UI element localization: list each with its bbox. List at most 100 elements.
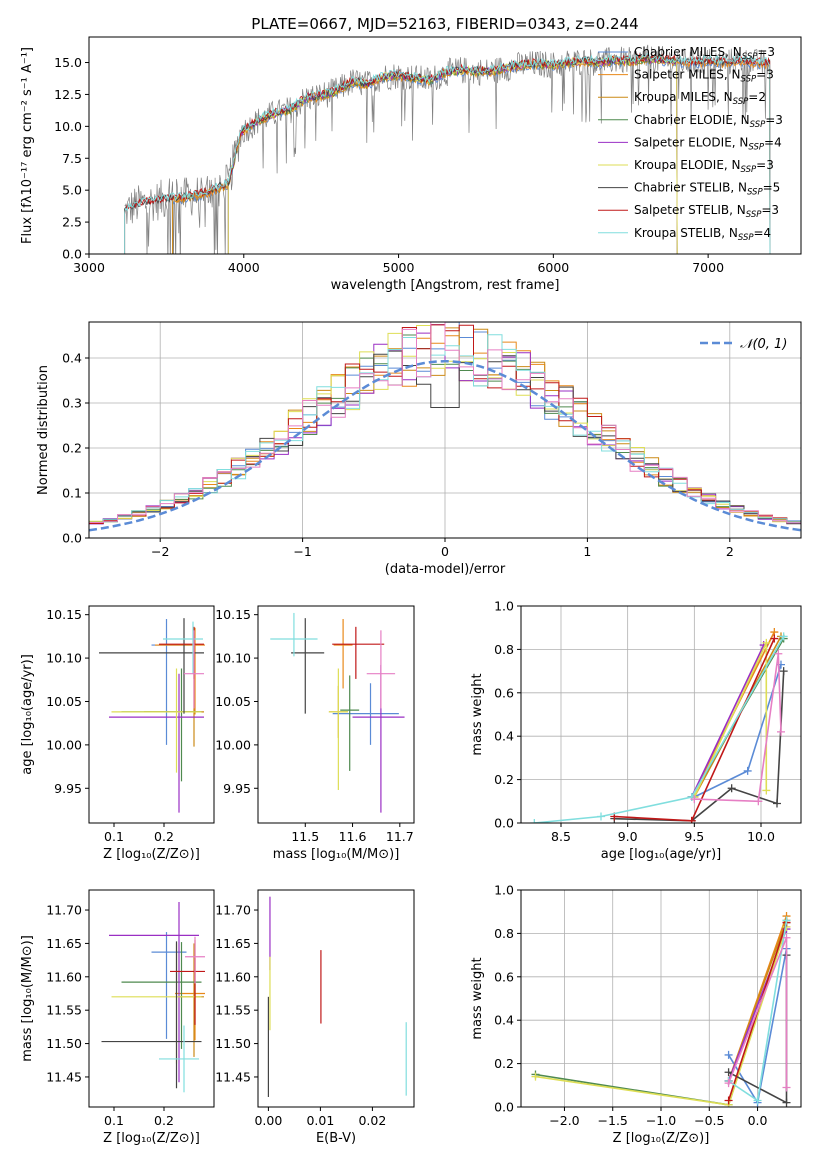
y-tick-label: 11.55 — [46, 1003, 82, 1018]
y-tick-label: 1.0 — [494, 599, 514, 614]
weight-marker — [690, 795, 699, 804]
weight-marker — [782, 1083, 791, 1092]
weight-marker — [762, 638, 771, 647]
y-tick-label: 5.0 — [62, 183, 82, 198]
model-line-salpeter-stelib — [124, 52, 771, 254]
plot-area — [258, 606, 414, 823]
y-tick-label: 0.2 — [62, 441, 82, 456]
x-tick-label: −1.0 — [646, 1113, 676, 1128]
weight-marker — [727, 784, 736, 793]
y-tick-label: 10.15 — [46, 607, 82, 622]
y-tick-label: 9.95 — [54, 781, 82, 796]
legend-entry: Chabrier MILES, NSSP=3 — [634, 45, 775, 62]
y-tick-label: 11.70 — [46, 903, 82, 918]
weight-line-8 — [534, 636, 785, 823]
y-tick-label: 11.70 — [215, 903, 251, 918]
y-axis-label: mass weight — [470, 957, 485, 1039]
plots-layer: 3000 4000 5000 6000 70000.02.55.07.510.012.5… — [20, 36, 802, 1146]
legend-entry: Kroupa STELIB, NSSP=4 — [634, 226, 771, 243]
y-axis-label: mass [log₁₀(M/M⊙)] — [20, 935, 35, 1062]
y-tick-label: 11.60 — [46, 969, 82, 984]
axes-frame — [257, 889, 415, 1108]
y-tick-label: 0.4 — [494, 1013, 514, 1028]
axes-frame — [88, 605, 215, 824]
y-tick-label: 10.00 — [46, 737, 82, 752]
x-tick-label: 11.6 — [339, 829, 367, 844]
y-tick-label: 10.15 — [215, 607, 251, 622]
y-tick-label: 0.4 — [494, 729, 514, 744]
x-tick-label: 1 — [583, 544, 591, 559]
x-tick-label: −2 — [151, 544, 169, 559]
axes-frame — [257, 605, 415, 824]
weight-marker — [782, 1098, 791, 1107]
legend-entry: Kroupa MILES, NSSP=2 — [634, 90, 766, 107]
x-tick-label: 0.02 — [358, 1113, 386, 1128]
x-tick-label: 0.0 — [748, 1113, 768, 1128]
plot-area — [258, 890, 414, 1107]
x-tick-label: −1 — [293, 544, 311, 559]
plot-content-weight_vs_age — [530, 628, 788, 823]
plot-content-weight_vs_Z — [531, 912, 791, 1107]
legend-entry: Chabrier ELODIE, NSSP=3 — [634, 113, 783, 130]
y-tick-label: 0.2 — [494, 772, 514, 787]
weight-line-4 — [690, 644, 765, 798]
legend-entry: Kroupa ELODIE, NSSP=3 — [634, 158, 774, 175]
y-tick-label: 10.05 — [46, 694, 82, 709]
x-tick-label: 6000 — [537, 260, 569, 275]
y-tick-label: 10.05 — [215, 694, 251, 709]
weight-marker — [774, 649, 783, 658]
weight-marker — [743, 766, 752, 775]
x-axis-label: Z [log₁₀(Z/Z⊙)] — [613, 1131, 710, 1146]
weight-marker — [724, 1050, 733, 1059]
x-tick-label: 3000 — [73, 260, 105, 275]
y-tick-label: 11.55 — [215, 1003, 251, 1018]
y-tick-label: 11.45 — [215, 1069, 251, 1084]
axes-mass_vs_ebv: 0.00 0.01 0.02 11.45 11.50 11.55 11.60 11.65 11.… — [215, 890, 414, 1128]
x-axis-label: Z [log₁₀(Z/Z⊙)] — [103, 1131, 200, 1146]
x-tick-label: 4000 — [228, 260, 260, 275]
weight-marker — [724, 1068, 733, 1077]
spectrum-legend: Chabrier MILES, NSSP=3 Salpeter MILES, NS… — [598, 45, 783, 243]
weight-marker — [773, 799, 781, 808]
x-axis-label: Z [log₁₀(Z/Z⊙)] — [103, 847, 200, 862]
y-tick-label: 11.65 — [215, 936, 251, 951]
spectrum-data-line — [124, 44, 771, 254]
y-tick-label: 1.0 — [494, 883, 514, 898]
y-tick-label: 0.8 — [494, 642, 514, 657]
weight-marker — [779, 632, 788, 641]
x-axis-label: (data-model)/error — [385, 562, 506, 577]
x-tick-label: −1.5 — [598, 1113, 628, 1128]
plot-content-age_vs_Z — [99, 618, 205, 813]
histogram-step-9 — [89, 322, 801, 529]
y-axis-label: mass weight — [470, 673, 485, 755]
plot-content-age_vs_mass — [270, 612, 405, 813]
x-tick-label: 0.00 — [254, 1113, 282, 1128]
y-tick-label: 9.95 — [223, 781, 251, 796]
x-axis-label: wavelength [Angstrom, rest frame] — [331, 278, 560, 293]
weight-marker — [782, 916, 791, 925]
axes-weight_vs_Z: −2.0 −1.5 −1.0 −0.5 0.0 0.0 0.2 0.4 0.6 0.8 1.0 — [494, 883, 801, 1128]
y-tick-label: 0.0 — [62, 247, 82, 262]
x-tick-label: −2.0 — [549, 1113, 579, 1128]
weight-marker — [724, 1079, 733, 1088]
y-tick-label: 11.45 — [46, 1069, 82, 1084]
x-tick-label: 8.5 — [551, 829, 571, 844]
x-tick-label: 9.5 — [684, 829, 704, 844]
y-tick-label: 15.0 — [54, 55, 82, 70]
weight-marker — [530, 819, 539, 823]
y-tick-label: 0.6 — [494, 969, 514, 984]
figure-title: PLATE=0667, MJD=52163, FIBERID=0343, z=0… — [251, 15, 638, 33]
x-tick-label: 0.2 — [154, 829, 174, 844]
x-tick-label: 0 — [441, 544, 449, 559]
x-tick-label: 0.01 — [306, 1113, 334, 1128]
weight-marker — [687, 816, 696, 823]
weight-marker — [531, 1072, 540, 1081]
axes-frame — [88, 889, 215, 1108]
y-tick-label: 11.60 — [215, 969, 251, 984]
x-axis-label: mass [log₁₀(M/M⊙)] — [273, 847, 400, 862]
y-tick-label: 0.8 — [494, 926, 514, 941]
plot-content-mass_vs_ebv — [267, 896, 407, 1097]
y-tick-label: 11.50 — [46, 1036, 82, 1051]
y-axis-label: age [log₁₀(age/yr)] — [20, 654, 35, 775]
